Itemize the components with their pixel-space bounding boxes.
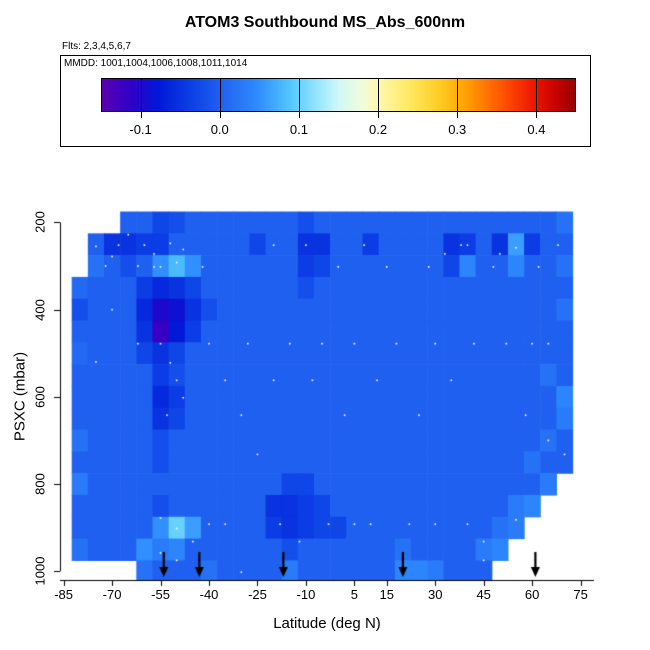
y-tick-label: 400 [32,298,48,321]
colorbar-tick [457,78,459,118]
x-tick-label: 60 [524,587,540,602]
chart-title: ATOM3 Southbound MS_Abs_600nm [184,14,466,31]
x-tick-label: 5 [350,587,359,602]
x-axis-title: Latitude (deg N) [273,615,381,632]
colorbar-tick-label: -0.1 [129,122,152,137]
colorbar-tick-label: 0.3 [448,122,467,137]
mmdd-label: MMDD: 1001,1004,1006,1008,1011,1014 [64,58,248,69]
y-tick-label: 600 [32,386,48,408]
x-tick-label: -25 [248,587,267,602]
colorbar-tick-label: 0.0 [210,122,229,137]
x-tick-label: -40 [199,587,219,602]
y-tick-label: 200 [32,211,48,234]
colorbar-tick-label: 0.1 [289,122,308,137]
flights-label: Flts: 2,3,4,5,6,7 [62,41,131,52]
y-tick-label: 1000 [32,556,48,586]
colorbar-tick [140,78,142,118]
x-tick-label: -10 [296,587,316,602]
colorbar-tick [536,78,538,118]
legend-box: MMDD: 1001,1004,1006,1008,1011,1014 -0.1… [60,55,591,147]
y-tick-label: 800 [32,473,48,495]
colorbar-tick [378,78,380,118]
x-tick-label: 75 [573,587,588,602]
colorbar-tick [219,78,221,118]
colorbar-tick-label: 0.2 [369,122,388,137]
colorbar [101,78,576,112]
x-tick-label: -55 [151,587,170,602]
x-tick-label: -70 [102,587,122,602]
x-tick-label: 45 [476,587,491,602]
x-tick-label: 30 [427,587,443,602]
x-tick-label: 15 [379,587,394,602]
y-axis-title: PSXC (mbar) [11,351,29,442]
colorbar-tick-label: 0.4 [527,122,546,137]
colorbar-tick [298,78,300,118]
x-tick-label: -85 [54,587,73,602]
